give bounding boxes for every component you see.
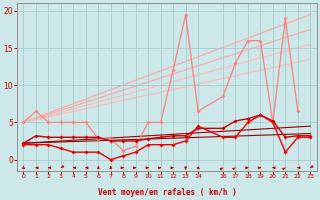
X-axis label: Vent moyen/en rafales ( km/h ): Vent moyen/en rafales ( km/h ) (98, 188, 236, 197)
